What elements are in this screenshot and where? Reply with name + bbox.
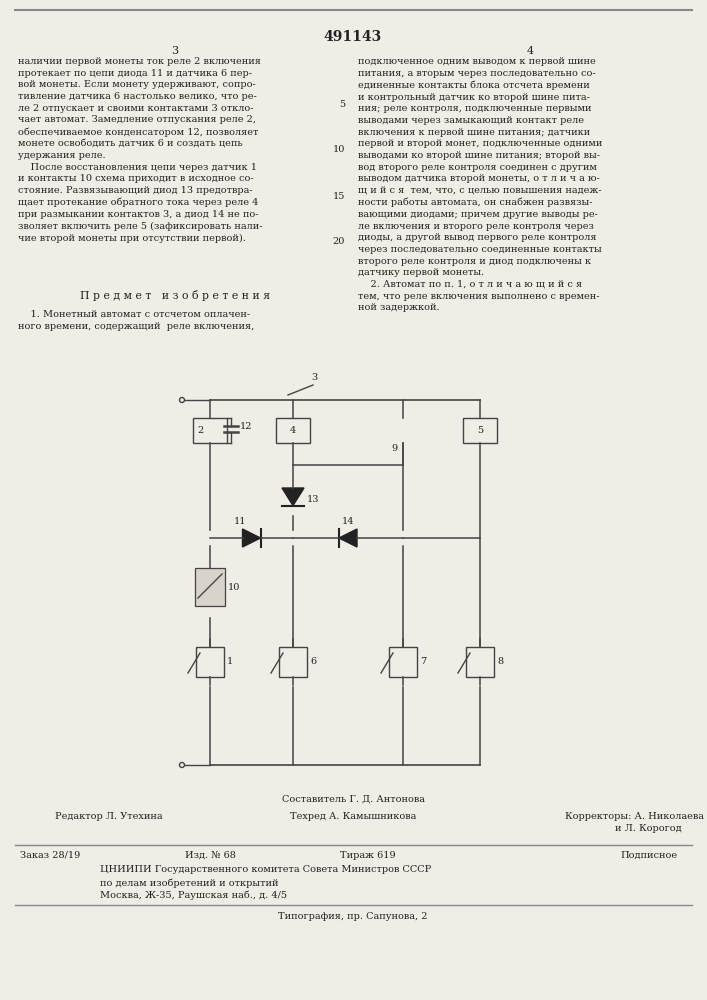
Text: Типография, пр. Сапунова, 2: Типография, пр. Сапунова, 2	[279, 912, 428, 921]
Text: 11: 11	[234, 517, 247, 526]
Text: 491143: 491143	[324, 30, 382, 44]
Text: 10: 10	[332, 145, 345, 154]
Text: 20: 20	[332, 237, 345, 246]
Text: 1: 1	[227, 658, 233, 666]
Polygon shape	[339, 529, 357, 547]
Text: Заказ 28/19: Заказ 28/19	[20, 851, 81, 860]
Text: 3: 3	[311, 373, 317, 382]
Text: по делам изобретений и открытий: по делам изобретений и открытий	[100, 878, 279, 888]
Text: 14: 14	[341, 517, 354, 526]
Text: 12: 12	[240, 422, 252, 431]
Text: Москва, Ж-35, Раушская наб., д. 4/5: Москва, Ж-35, Раушская наб., д. 4/5	[100, 891, 287, 900]
Text: Редактор Л. Утехина: Редактор Л. Утехина	[55, 812, 163, 821]
Bar	[196, 647, 224, 677]
Text: Тираж 619: Тираж 619	[340, 851, 396, 860]
Text: 2: 2	[197, 426, 203, 435]
Text: наличии первой монеты ток реле 2 включения
протекает по цепи диода 11 и датчика : наличии первой монеты ток реле 2 включен…	[18, 57, 262, 243]
Text: ЦНИИПИ Государственного комитета Совета Министров СССР: ЦНИИПИ Государственного комитета Совета …	[100, 865, 431, 874]
Bar	[466, 647, 494, 677]
Polygon shape	[243, 529, 260, 547]
Bar	[463, 418, 497, 443]
Text: Подписное: Подписное	[620, 851, 677, 860]
Text: 10: 10	[228, 582, 240, 591]
Bar	[279, 647, 307, 677]
Bar	[193, 418, 227, 443]
Bar	[195, 568, 225, 606]
Text: 15: 15	[332, 192, 345, 201]
Text: 6: 6	[310, 658, 316, 666]
Text: 8: 8	[497, 658, 503, 666]
Text: Изд. № 68: Изд. № 68	[185, 851, 236, 860]
Text: 7: 7	[420, 658, 426, 666]
Text: Корректоры: А. Николаева
                и Л. Корогод: Корректоры: А. Николаева и Л. Корогод	[565, 812, 704, 833]
Text: Составитель Г. Д. Антонова: Составитель Г. Д. Антонова	[281, 795, 424, 804]
Text: П р е д м е т   и з о б р е т е н и я: П р е д м е т и з о б р е т е н и я	[80, 290, 270, 301]
Text: Техред А. Камышникова: Техред А. Камышникова	[290, 812, 416, 821]
Text: 13: 13	[307, 494, 320, 504]
Text: 9: 9	[391, 444, 397, 453]
Polygon shape	[282, 488, 304, 506]
Bar	[276, 418, 310, 443]
Text: подключенное одним выводом к первой шине
питания, а вторым через последовательно: подключенное одним выводом к первой шине…	[358, 57, 602, 312]
Text: 5: 5	[477, 426, 483, 435]
Bar	[389, 647, 417, 677]
Text: 4: 4	[527, 46, 534, 56]
Text: 5: 5	[339, 100, 345, 109]
Text: 1. Монетный автомат с отсчетом оплачен-
ного времени, содержащий  реле включения: 1. Монетный автомат с отсчетом оплачен- …	[18, 310, 255, 331]
Text: 4: 4	[290, 426, 296, 435]
Text: 3: 3	[171, 46, 179, 56]
